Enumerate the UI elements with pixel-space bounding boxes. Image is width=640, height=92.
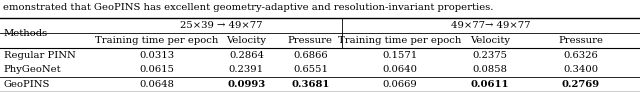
Text: 0.2375: 0.2375 — [472, 51, 507, 60]
Text: Pressure: Pressure — [288, 36, 333, 45]
Text: 49×77→ 49×77: 49×77→ 49×77 — [451, 21, 531, 30]
Text: 0.0313: 0.0313 — [140, 51, 174, 60]
Text: 0.6866: 0.6866 — [293, 51, 328, 60]
Text: emonstrated that GeoPINS has excellent geometry-adaptive and resolution-invarian: emonstrated that GeoPINS has excellent g… — [3, 3, 493, 12]
Text: 0.0611: 0.0611 — [470, 80, 509, 89]
Text: Training time per epoch: Training time per epoch — [339, 36, 461, 45]
Text: Pressure: Pressure — [558, 36, 604, 45]
Text: 0.1571: 0.1571 — [382, 51, 418, 60]
Text: 0.3681: 0.3681 — [291, 80, 330, 89]
Text: 0.2391: 0.2391 — [229, 65, 264, 74]
Text: Regular PINN: Regular PINN — [4, 51, 76, 60]
Text: 0.0993: 0.0993 — [227, 80, 266, 89]
Text: GeoPINS: GeoPINS — [4, 80, 50, 89]
Text: 0.0858: 0.0858 — [472, 65, 507, 74]
Text: 0.0669: 0.0669 — [383, 80, 417, 89]
Text: 0.3400: 0.3400 — [563, 65, 598, 74]
Text: Velocity: Velocity — [227, 36, 266, 45]
Text: 0.6551: 0.6551 — [293, 65, 328, 74]
Text: 0.0615: 0.0615 — [140, 65, 174, 74]
Text: 0.2864: 0.2864 — [229, 51, 264, 60]
Text: 0.0640: 0.0640 — [383, 65, 417, 74]
Text: PhyGeoNet: PhyGeoNet — [4, 65, 61, 74]
Text: 25×39 → 49×77: 25×39 → 49×77 — [180, 21, 262, 30]
Text: 0.0648: 0.0648 — [140, 80, 174, 89]
Text: 0.6326: 0.6326 — [563, 51, 598, 60]
Text: Velocity: Velocity — [470, 36, 509, 45]
Text: 0.2769: 0.2769 — [562, 80, 600, 89]
Text: Training time per epoch: Training time per epoch — [95, 36, 218, 45]
Text: Methods: Methods — [4, 29, 48, 38]
